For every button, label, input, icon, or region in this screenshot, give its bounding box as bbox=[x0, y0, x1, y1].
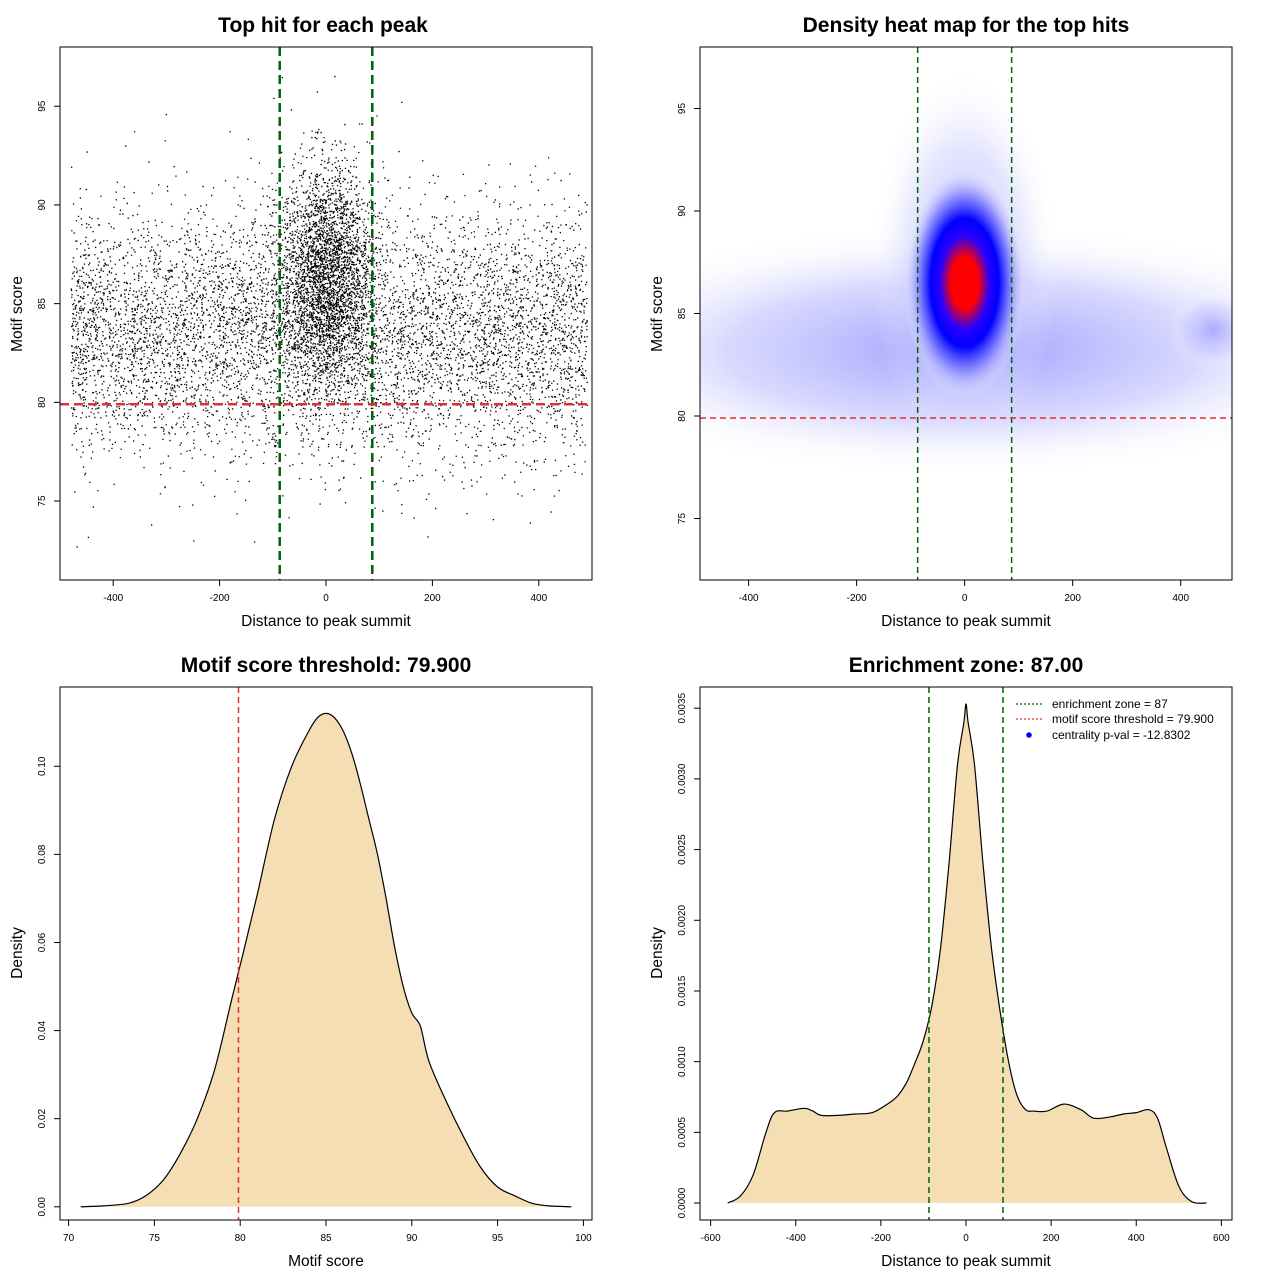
heatmap-title: Density heat map for the top hits bbox=[803, 14, 1130, 37]
enrichment-density-curve bbox=[727, 703, 1207, 1204]
enrichment-y-axis: 0.0000 0.0005 0.0010 0.0015 0.0020 0.0025 0.00… bbox=[677, 692, 701, 1218]
x-tick-label: 200 bbox=[424, 593, 441, 604]
scatter-title: Top hit for each peak bbox=[218, 14, 428, 37]
y-tick-label: 0.0030 bbox=[677, 763, 688, 794]
y-tick-label: 90 bbox=[37, 199, 48, 211]
scatter-points bbox=[70, 75, 588, 548]
density-line bbox=[727, 703, 1207, 1204]
heatmap-density-surface bbox=[700, 67, 1232, 478]
y-tick-label: 0.06 bbox=[37, 932, 48, 952]
y-tick-label: 0.0025 bbox=[677, 834, 688, 865]
x-tick-label: -400 bbox=[739, 593, 759, 604]
y-tick-label: 0.0000 bbox=[677, 1187, 688, 1218]
y-tick-label: 75 bbox=[37, 495, 48, 507]
x-tick-label: -200 bbox=[210, 593, 230, 604]
y-tick-label: 0.0035 bbox=[677, 692, 688, 723]
y-tick-label: 80 bbox=[677, 410, 688, 422]
enrichment-legend: enrichment zone = 87 motif score thresho… bbox=[1016, 697, 1214, 742]
x-tick-label: 90 bbox=[406, 1233, 418, 1244]
scatter-point-cloud bbox=[70, 75, 588, 548]
score-density-panel: Motif score threshold: 79.900 70 75 80 85 90… bbox=[9, 654, 593, 1270]
heatmap-y-label: Motif score bbox=[649, 276, 666, 352]
y-tick-label: 0.0010 bbox=[677, 1046, 688, 1077]
density-fill bbox=[727, 704, 1207, 1204]
scatter-panel: Top hit for each peak -400 -200 0 200 400 75… bbox=[9, 14, 593, 630]
y-tick-label: 0.04 bbox=[37, 1020, 48, 1040]
scatter-x-label: Distance to peak summit bbox=[241, 613, 411, 630]
y-tick-label: 95 bbox=[37, 100, 48, 112]
x-tick-label: -200 bbox=[871, 1233, 891, 1244]
x-tick-label: 75 bbox=[149, 1233, 161, 1244]
score-density-y-label: Density bbox=[9, 927, 26, 979]
enrichment-density-panel: Enrichment zone: 87.00 -600 -400 -200 0 200 4… bbox=[649, 654, 1233, 1270]
y-tick-label: 80 bbox=[37, 396, 48, 408]
scatter-plot-frame bbox=[59, 46, 593, 581]
y-tick-label: 0.0020 bbox=[677, 905, 688, 936]
legend-enrichment-label: enrichment zone = 87 bbox=[1052, 697, 1168, 711]
heatmap-x-label: Distance to peak summit bbox=[881, 613, 1051, 630]
y-tick-label: 85 bbox=[37, 298, 48, 310]
legend-pval-swatch bbox=[1026, 732, 1032, 738]
y-tick-label: 85 bbox=[677, 308, 688, 320]
enrichment-title: Enrichment zone: 87.00 bbox=[849, 654, 1084, 677]
y-tick-label: 0.02 bbox=[37, 1109, 48, 1129]
legend-pval-label: centrality p-val = -12.8302 bbox=[1052, 728, 1191, 742]
density-hotspot bbox=[902, 165, 1027, 400]
heatmap-threshold-lines bbox=[700, 47, 1232, 580]
scatter-y-label: Motif score bbox=[9, 276, 26, 352]
y-tick-label: 0.0005 bbox=[677, 1117, 688, 1148]
x-tick-label: -600 bbox=[701, 1233, 721, 1244]
right-density-blob bbox=[1168, 289, 1232, 370]
scatter-x-axis: -400 -200 0 200 400 bbox=[103, 579, 548, 604]
x-tick-label: 200 bbox=[1043, 1233, 1060, 1244]
x-tick-label: 80 bbox=[235, 1233, 247, 1244]
x-tick-label: 400 bbox=[530, 593, 547, 604]
density-fill bbox=[80, 713, 572, 1207]
heatmap-x-axis: -400 -200 0 200 400 bbox=[739, 579, 1189, 604]
x-tick-label: -400 bbox=[786, 1233, 806, 1244]
x-tick-label: -400 bbox=[103, 593, 123, 604]
score-density-y-axis: 0.00 0.02 0.04 0.06 0.08 0.10 bbox=[37, 756, 61, 1217]
score-density-curve bbox=[80, 712, 572, 1208]
y-tick-label: 75 bbox=[677, 513, 688, 525]
x-tick-label: 0 bbox=[323, 593, 329, 604]
x-tick-label: 400 bbox=[1172, 593, 1189, 604]
x-tick-label: -200 bbox=[847, 593, 867, 604]
legend-threshold-label: motif score threshold = 79.900 bbox=[1052, 712, 1214, 726]
x-tick-label: 70 bbox=[63, 1233, 75, 1244]
x-tick-label: 85 bbox=[320, 1233, 332, 1244]
y-tick-label: 0.00 bbox=[37, 1197, 48, 1217]
enrichment-zone-lines bbox=[928, 687, 1004, 1220]
x-tick-label: 0 bbox=[962, 593, 968, 604]
enrichment-y-label: Density bbox=[649, 927, 666, 979]
y-tick-label: 0.10 bbox=[37, 756, 48, 776]
y-tick-label: 0.0015 bbox=[677, 975, 688, 1006]
scatter-y-axis: 75 80 85 90 95 bbox=[37, 100, 61, 507]
y-tick-label: 90 bbox=[677, 205, 688, 217]
score-density-title: Motif score threshold: 79.900 bbox=[181, 654, 472, 677]
scatter-threshold-lines bbox=[60, 47, 592, 580]
enrichment-x-axis: -600 -400 -200 0 200 400 600 bbox=[701, 1219, 1230, 1244]
heatmap-y-axis: 75 80 85 90 95 bbox=[677, 103, 701, 525]
heatmap-panel: Density heat map for the top hits -400 -2… bbox=[649, 14, 1233, 630]
x-tick-label: 100 bbox=[575, 1233, 592, 1244]
enrichment-x-label: Distance to peak summit bbox=[881, 1253, 1051, 1270]
score-density-x-label: Motif score bbox=[288, 1253, 364, 1270]
score-density-x-axis: 70 75 80 85 90 95 100 bbox=[63, 1219, 592, 1244]
y-tick-label: 95 bbox=[677, 103, 688, 115]
x-tick-label: 600 bbox=[1213, 1233, 1230, 1244]
x-tick-label: 200 bbox=[1064, 593, 1081, 604]
density-line bbox=[80, 712, 572, 1208]
x-tick-label: 400 bbox=[1128, 1233, 1145, 1244]
x-tick-label: 95 bbox=[492, 1233, 504, 1244]
x-tick-label: 0 bbox=[963, 1233, 969, 1244]
y-tick-label: 0.08 bbox=[37, 844, 48, 864]
